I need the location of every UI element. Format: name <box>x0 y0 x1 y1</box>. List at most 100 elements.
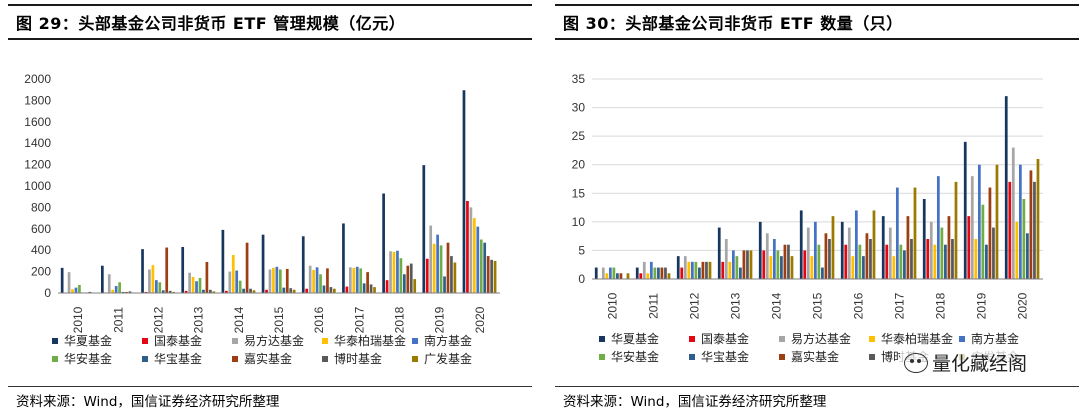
y-tick-label: 1600 <box>24 115 51 129</box>
legend-label: 国泰基金 <box>154 333 202 348</box>
bar <box>881 216 885 279</box>
left-chart-title: 图 29：头部基金公司非货币 ETF 管理规模（亿元） <box>8 4 532 40</box>
x-tick-label: 2018 <box>393 306 407 333</box>
bar <box>762 250 766 279</box>
x-tick-label: 2012 <box>151 306 165 333</box>
bar <box>995 164 999 279</box>
bar <box>242 288 245 293</box>
bar <box>289 288 293 293</box>
bar <box>933 244 937 279</box>
x-tick-label: 2012 <box>688 292 702 319</box>
bar <box>780 256 783 279</box>
x-tick-label: 2015 <box>811 292 825 319</box>
bar <box>141 249 144 293</box>
legend-label: 华泰柏瑞基金 <box>334 333 406 348</box>
bar <box>701 261 705 279</box>
bar <box>121 291 125 293</box>
legend-swatch <box>52 356 58 362</box>
bar <box>817 244 821 279</box>
bar <box>888 227 892 279</box>
watermark-text: 量化藏经阁 <box>932 353 1028 375</box>
bar <box>708 261 712 279</box>
legend-label: 华宝基金 <box>154 351 202 366</box>
bar <box>799 210 803 279</box>
x-tick-label: 2019 <box>975 292 989 319</box>
bar <box>252 290 256 293</box>
bar <box>409 263 413 293</box>
y-tick-label: 20 <box>572 158 586 172</box>
bar <box>238 280 242 293</box>
y-tick-label: 5 <box>578 243 585 257</box>
x-tick-label: 2020 <box>1016 292 1030 319</box>
bar <box>954 181 958 279</box>
bar <box>705 261 708 279</box>
y-tick-label: 15 <box>572 186 586 200</box>
bar <box>235 270 239 293</box>
bar <box>369 284 373 293</box>
bar <box>125 291 128 293</box>
bar <box>144 291 148 293</box>
legend-swatch <box>322 338 328 344</box>
bar <box>245 242 249 293</box>
x-tick-label: 2013 <box>729 292 743 319</box>
bar <box>985 244 988 279</box>
bar <box>466 200 469 293</box>
legend-swatch <box>232 356 238 362</box>
bar <box>436 234 439 293</box>
x-tick-label: 2015 <box>272 306 286 333</box>
bar <box>225 290 228 293</box>
legend-label: 广发基金 <box>424 351 472 366</box>
x-tick-label: 2019 <box>433 306 447 333</box>
bar <box>432 243 436 293</box>
bar <box>446 242 450 293</box>
legend-label: 嘉实基金 <box>791 349 839 364</box>
legend-swatch <box>142 356 148 362</box>
bar <box>947 216 951 279</box>
bar <box>312 270 315 293</box>
legend-swatch <box>689 354 695 360</box>
bar <box>967 216 971 279</box>
bar <box>355 266 359 293</box>
y-tick-label: 35 <box>572 72 586 86</box>
bar <box>453 262 457 293</box>
bar <box>155 280 158 293</box>
legend-swatch <box>52 338 58 344</box>
bar <box>895 187 899 279</box>
bar <box>992 227 995 279</box>
x-tick-label: 2010 <box>606 292 620 319</box>
bar <box>840 221 844 279</box>
bar <box>308 265 312 293</box>
bar <box>1015 221 1019 279</box>
legend-label: 博时基金 <box>334 351 382 366</box>
bar <box>329 287 333 293</box>
bar <box>963 141 967 279</box>
bar <box>158 282 162 293</box>
right-panel: 图 30：头部基金公司非货币 ETF 数量（只） 0 5 10 15 20 25 30 35 2… <box>555 0 1079 413</box>
bar <box>605 273 609 279</box>
legend-label: 华夏基金 <box>64 333 112 348</box>
bar <box>107 274 111 293</box>
bar <box>690 261 694 279</box>
bar <box>929 221 933 279</box>
bar <box>717 227 721 279</box>
bar <box>660 267 664 279</box>
bar <box>396 250 399 293</box>
bar <box>161 290 165 293</box>
bar <box>642 261 646 279</box>
bar <box>345 286 349 293</box>
bar <box>385 280 389 293</box>
bar <box>483 242 487 293</box>
legend-swatch <box>869 354 875 360</box>
bar <box>906 216 910 279</box>
x-tick-label: 2013 <box>192 306 206 333</box>
bar <box>869 239 872 279</box>
bar <box>389 251 392 293</box>
bar <box>184 290 188 293</box>
bar <box>639 273 643 279</box>
bar <box>735 256 739 279</box>
bar <box>724 239 728 279</box>
bar <box>188 272 191 293</box>
bar <box>899 244 903 279</box>
bar <box>349 267 352 293</box>
bar <box>854 210 858 279</box>
